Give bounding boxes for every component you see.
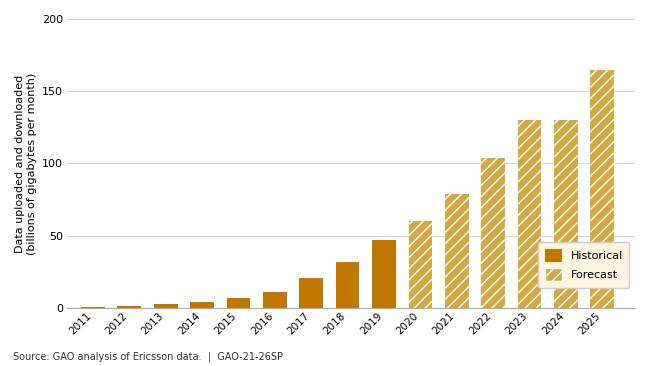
Bar [445,194,469,308]
Bar [408,221,432,308]
Bar [154,304,177,308]
Bar [554,120,578,308]
Legend: Historical, Forecast: Historical, Forecast [538,242,629,288]
Text: Source: GAO analysis of Ericsson data.  |  GAO-21-26SP: Source: GAO analysis of Ericsson data. |… [13,352,283,362]
Bar [590,70,614,308]
Y-axis label: Data uploaded and downloaded
(billions of gigabytes per month): Data uploaded and downloaded (billions o… [15,72,36,255]
Bar [481,158,505,308]
Bar [263,292,287,308]
Bar [227,298,250,308]
Bar [81,307,105,308]
Bar [372,240,396,308]
Bar [517,120,541,308]
Bar [336,262,359,308]
Bar [300,277,323,308]
Bar [118,306,141,308]
Bar [190,302,214,308]
